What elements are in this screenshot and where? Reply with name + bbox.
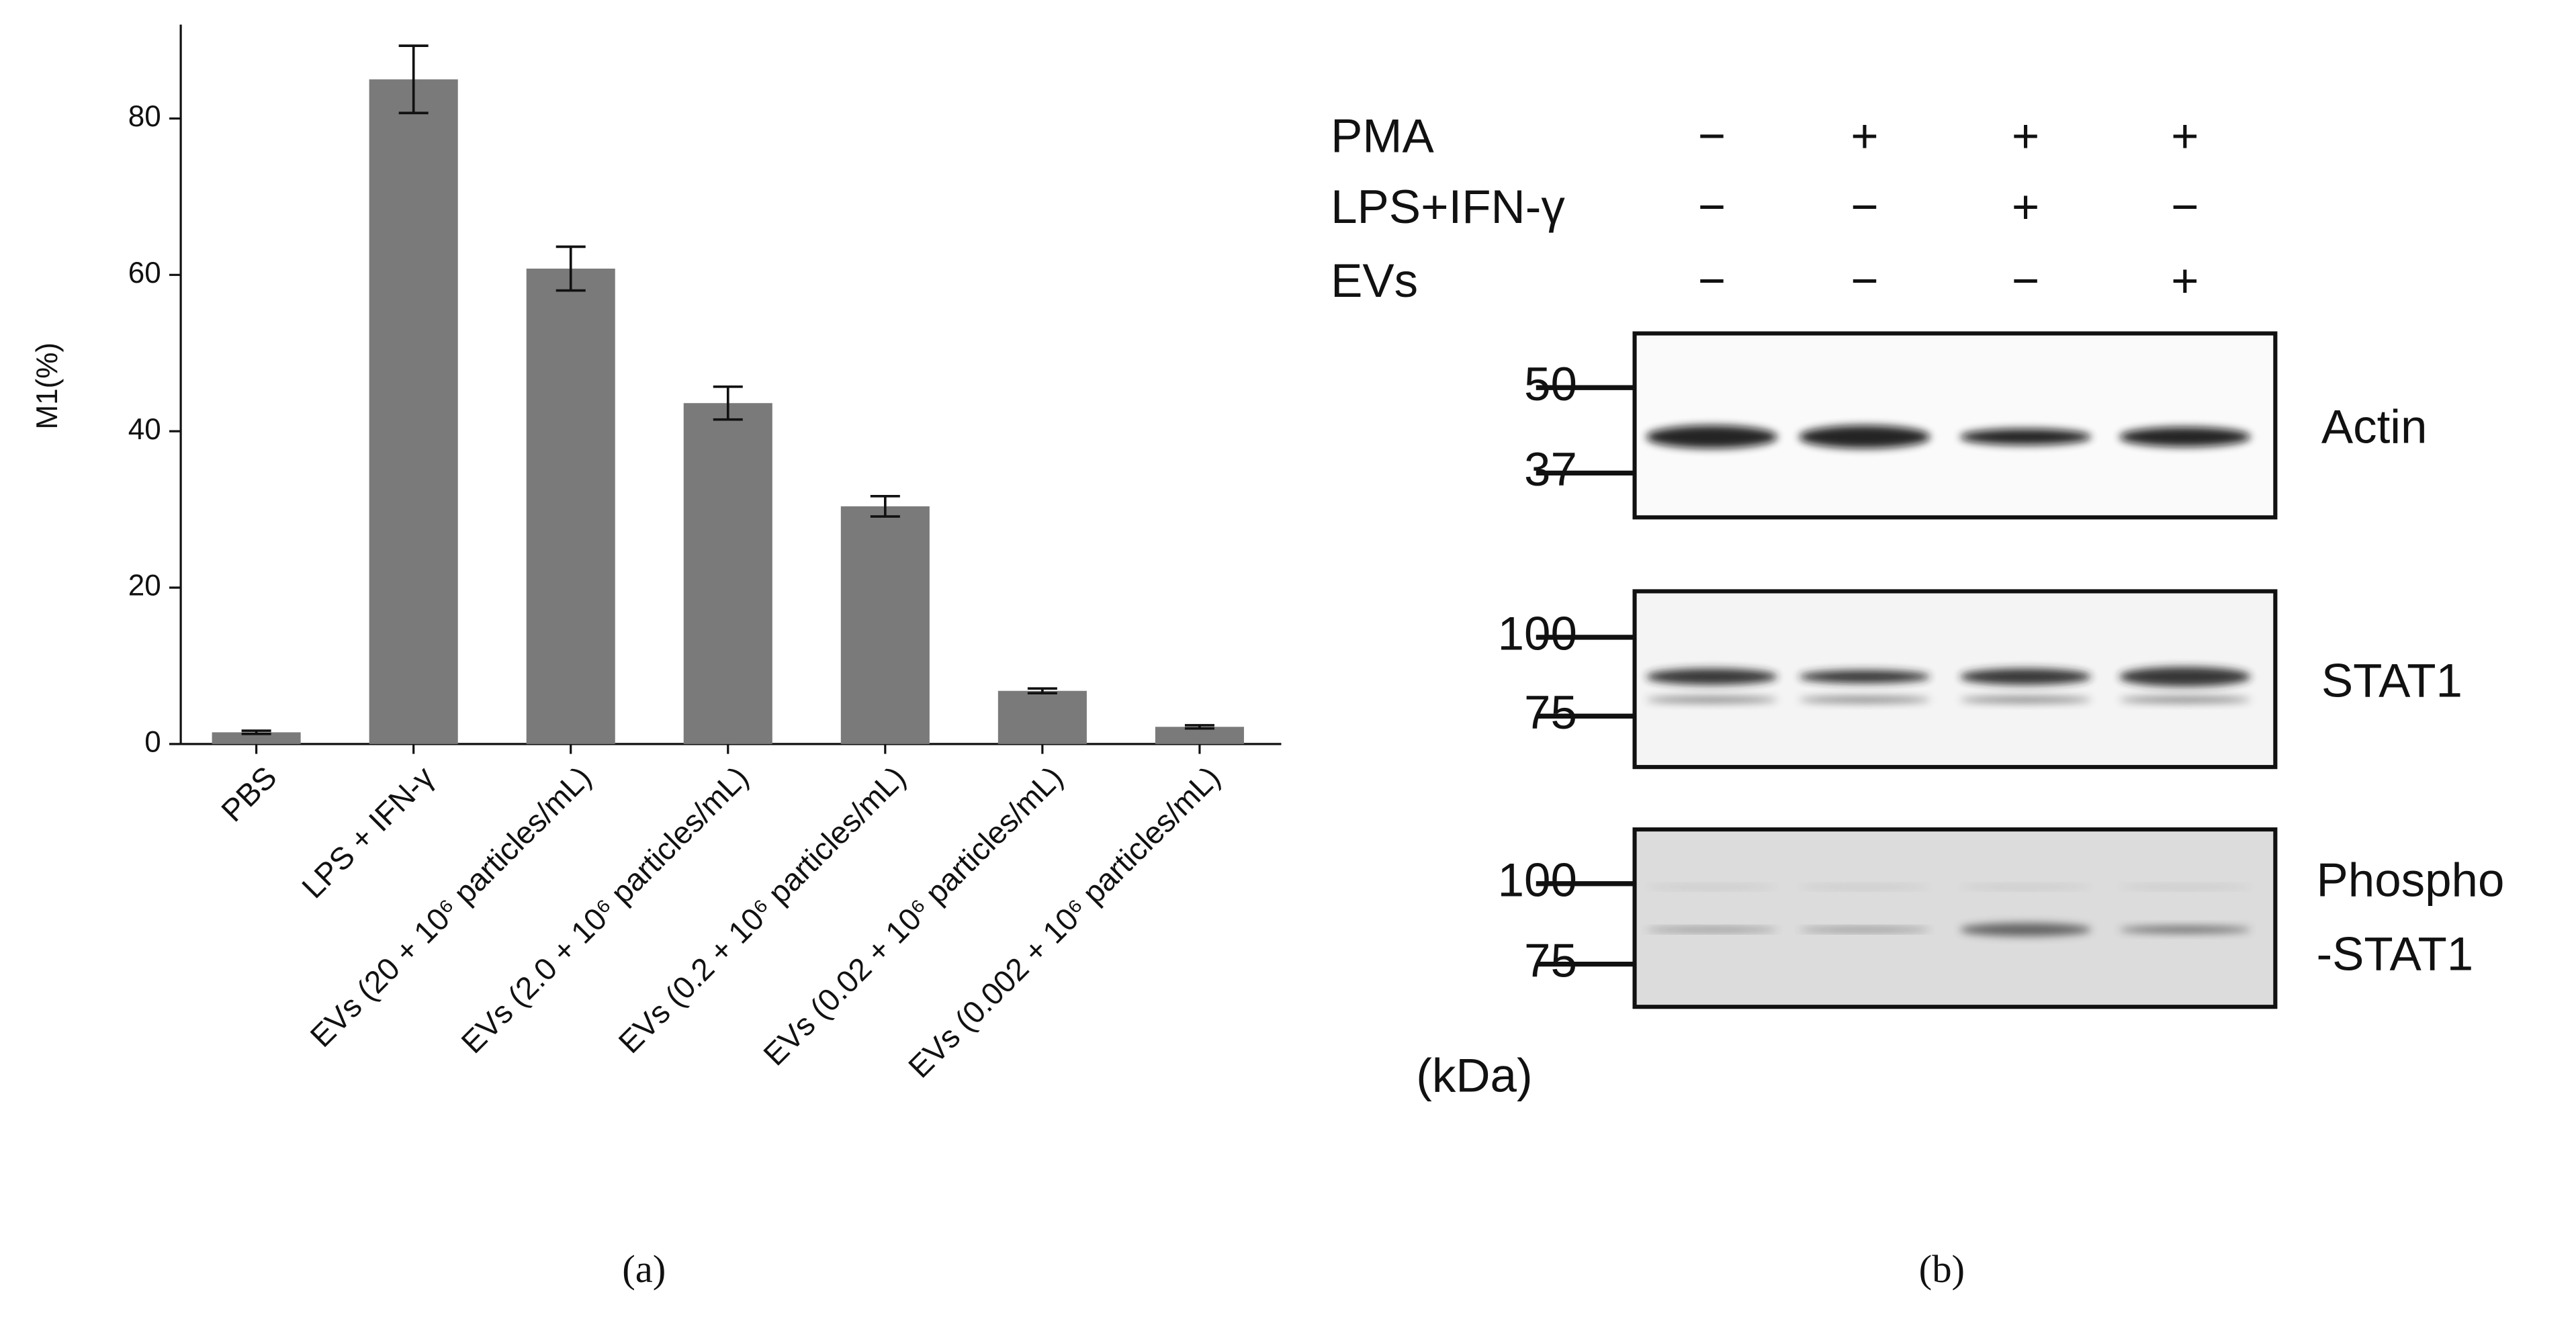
y-tick-label: 60: [128, 257, 161, 289]
condition-sign: −: [1698, 181, 1726, 234]
bar: [369, 79, 458, 744]
y-tick-label: 40: [128, 413, 161, 446]
panel-label: (a): [622, 1247, 666, 1291]
protein-label: Actin: [2321, 401, 2428, 454]
marker-label: 75: [1524, 934, 1577, 987]
blot-band: [1799, 927, 1930, 931]
condition-sign: −: [1698, 110, 1726, 163]
x-tick-label: EVs (0.002 + 10⁶ particles/mL): [901, 760, 1227, 1085]
x-tick-label: EVs (20 + 10⁶ particles/mL): [304, 760, 598, 1054]
blot-band: [1646, 927, 1778, 931]
y-tick-label: 20: [128, 569, 161, 602]
condition-sign: +: [1851, 110, 1878, 163]
unit-label: (kDa): [1416, 1050, 1532, 1103]
blot-band: [1799, 696, 1930, 703]
blot-band: [1959, 668, 2092, 685]
x-tick-label: EVs (0.2 + 10⁶ particles/mL): [612, 760, 912, 1060]
blot-band: [2119, 696, 2251, 703]
blot-membrane: [1632, 331, 2278, 520]
condition-sign: −: [2012, 255, 2039, 308]
blot-band: [2119, 426, 2251, 447]
x-tick-label: LPS + IFN-γ: [295, 759, 441, 905]
condition-label: EVs: [1331, 255, 1418, 308]
condition-label: LPS+IFN-γ: [1331, 181, 1565, 234]
bar: [997, 690, 1087, 744]
blot-band: [1646, 696, 1778, 703]
blot-band: [2119, 885, 2251, 889]
protein-label: -STAT1: [2316, 928, 2473, 981]
bar: [683, 403, 772, 744]
blot-band: [2119, 666, 2251, 687]
x-tick-label: EVs (2.0 + 10⁶ particles/mL): [455, 760, 755, 1060]
condition-sign: −: [1851, 255, 1878, 308]
bar: [526, 268, 615, 744]
y-axis-label: M1(%): [31, 343, 64, 430]
condition-sign: −: [1698, 255, 1726, 308]
blot-band: [1646, 885, 1778, 889]
blot-band: [1799, 425, 1930, 449]
blot-band: [1646, 425, 1778, 449]
y-tick-label: 0: [144, 726, 161, 759]
bar: [1155, 727, 1244, 744]
blot-band: [1646, 668, 1778, 685]
bar: [840, 506, 930, 744]
blot-band: [1959, 923, 2092, 937]
marker-label: 100: [1498, 608, 1577, 661]
protein-label: Phospho: [2316, 854, 2504, 907]
blot-band: [1799, 670, 1930, 684]
x-tick-label: PBS: [214, 760, 283, 828]
marker-label: 50: [1524, 358, 1577, 411]
blot-band: [1959, 885, 2092, 889]
blot-band: [2119, 926, 2251, 933]
condition-sign: −: [1851, 181, 1878, 234]
panel-label: (b): [1919, 1247, 1965, 1291]
bar: [212, 732, 301, 744]
condition-sign: +: [2171, 255, 2199, 308]
condition-sign: −: [2171, 181, 2199, 234]
blot-membrane: [1632, 827, 2278, 1009]
marker-label: 37: [1524, 443, 1577, 496]
blot-band: [1799, 885, 1930, 889]
blot-band: [1959, 428, 2092, 445]
condition-sign: +: [2171, 110, 2199, 163]
marker-label: 100: [1498, 854, 1577, 907]
condition-sign: +: [2012, 181, 2039, 234]
y-tick-label: 80: [128, 100, 161, 133]
blot-band: [1959, 696, 2092, 703]
protein-label: STAT1: [2321, 654, 2462, 707]
condition-sign: +: [2012, 110, 2039, 163]
marker-label: 75: [1524, 686, 1577, 739]
x-tick-label: EVs (0.02 + 10⁶ particles/mL): [756, 760, 1069, 1073]
condition-label: PMA: [1331, 110, 1434, 163]
